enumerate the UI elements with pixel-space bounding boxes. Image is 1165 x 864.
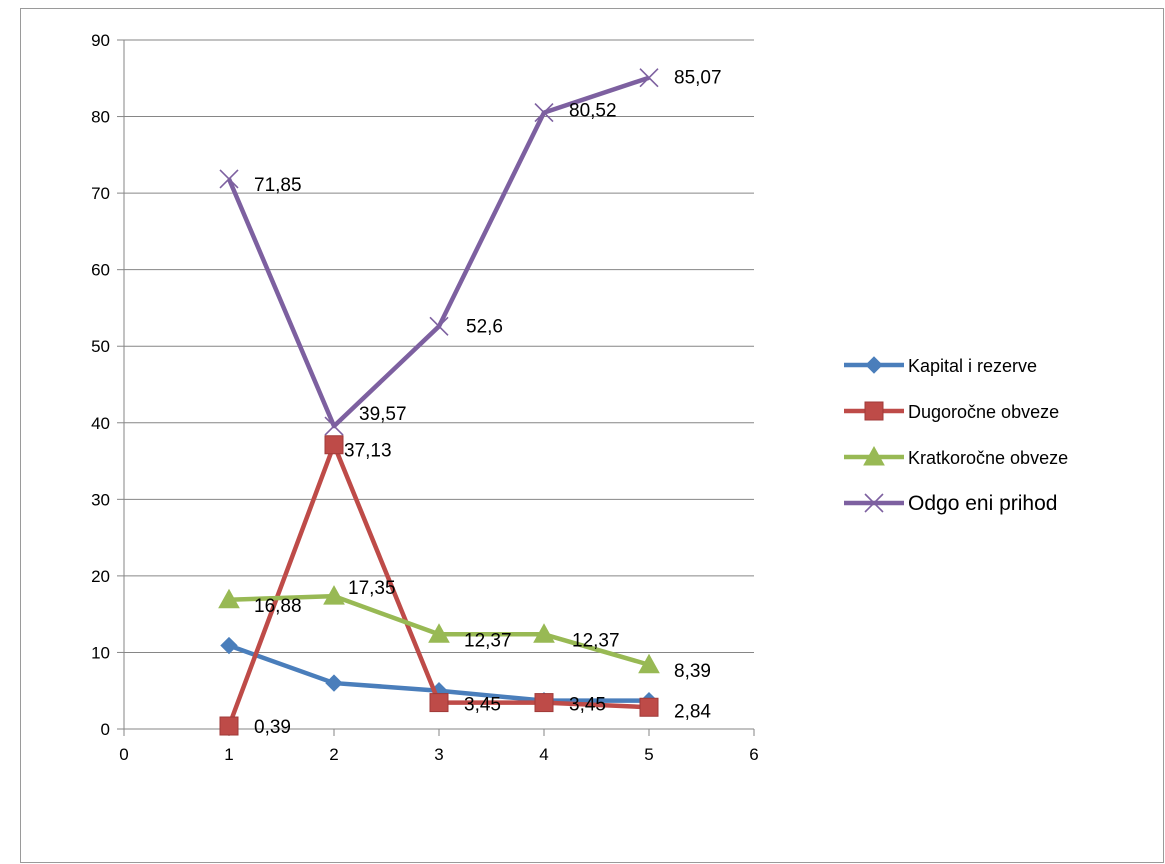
x-tick-label-0: 0 <box>119 745 128 764</box>
y-tick-label-40: 40 <box>91 414 110 433</box>
y-tick-label-20: 20 <box>91 567 110 586</box>
axes: 0 10 20 30 40 50 60 70 80 90 0 1 2 3 4 5 6 <box>91 31 759 764</box>
series-4-point-2 <box>325 417 343 435</box>
series-2-point-3 <box>430 694 448 712</box>
x-tick-label-3: 3 <box>434 745 443 764</box>
data-label-s2-p2: 37,13 <box>344 441 392 462</box>
data-label-s3-p2: 17,35 <box>348 578 396 599</box>
legend-label-4: Odgo eni prihod <box>908 492 1057 515</box>
series-2-point-1 <box>220 717 238 735</box>
x-tick-label-5: 5 <box>644 745 653 764</box>
legend-label-2: Dugoročne obveze <box>908 402 1059 422</box>
y-tick-label-0: 0 <box>101 720 110 739</box>
data-label-s2-p5: 2,84 <box>674 701 711 722</box>
data-label-s3-p3: 12,37 <box>464 630 512 651</box>
data-label-s3-p1: 16,88 <box>254 596 302 617</box>
x-tick-label-6: 6 <box>749 745 758 764</box>
data-label-s4-p2: 39,57 <box>359 404 407 425</box>
legend-marker-2 <box>865 402 883 420</box>
data-label-s3-p4: 12,37 <box>572 630 620 651</box>
series-4-point-1 <box>220 170 238 188</box>
data-label-s3-p5: 8,39 <box>674 661 711 682</box>
data-label-s4-p3: 52,6 <box>466 316 503 337</box>
x-tick-label-2: 2 <box>329 745 338 764</box>
legend-label-1: Kapital i rezerve <box>908 356 1037 376</box>
data-label-s2-p4: 3,45 <box>569 695 606 716</box>
y-tick-label-60: 60 <box>91 261 110 280</box>
data-label-s4-p4: 80,52 <box>569 101 617 122</box>
y-tick-label-90: 90 <box>91 31 110 50</box>
line-chart: 0 10 20 30 40 50 60 70 80 90 0 1 2 3 4 5 6 0,39 37,13 3,45… <box>21 9 1165 864</box>
data-label-s2-p3: 3,45 <box>464 695 501 716</box>
series-line-4 <box>229 78 649 426</box>
series-4-point-3 <box>430 317 448 335</box>
y-tick-label-30: 30 <box>91 490 110 509</box>
legend-label-3: Kratkoročne obveze <box>908 448 1068 468</box>
x-tick-label-1: 1 <box>224 745 233 764</box>
series-2-point-5 <box>640 698 658 716</box>
x-tick-label-4: 4 <box>539 745 548 764</box>
y-tick-label-70: 70 <box>91 184 110 203</box>
series-2-point-2 <box>325 436 343 454</box>
chart-frame: 0 10 20 30 40 50 60 70 80 90 0 1 2 3 4 5 6 0,39 37,13 3,45… <box>20 8 1164 863</box>
data-label-s4-p5: 85,07 <box>674 68 722 89</box>
legend-marker-1 <box>866 357 882 373</box>
y-tick-label-80: 80 <box>91 108 110 127</box>
data-label-s4-p1: 71,85 <box>254 175 302 196</box>
y-tick-label-50: 50 <box>91 337 110 356</box>
gridlines <box>124 40 754 652</box>
series-2-point-4 <box>535 694 553 712</box>
series-1-point-1 <box>221 638 237 654</box>
series-1-point-2 <box>326 675 342 691</box>
y-tick-label-10: 10 <box>91 643 110 662</box>
legend: Kapital i rezerve Dugoročne obveze Kratkor… <box>844 356 1068 515</box>
data-label-s2-p1: 0,39 <box>254 717 291 738</box>
